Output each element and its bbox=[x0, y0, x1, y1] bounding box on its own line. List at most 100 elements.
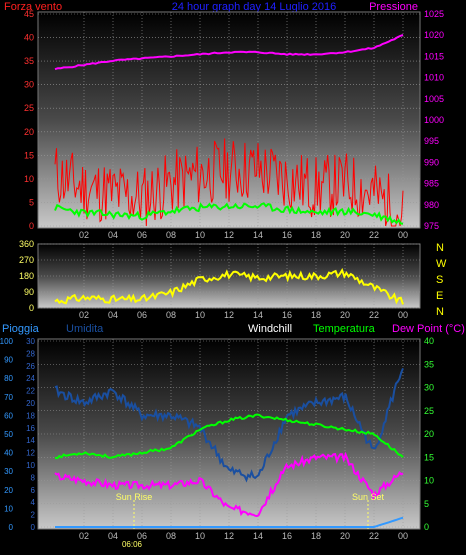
legend-windchill: Windchill bbox=[248, 323, 292, 335]
dewpoint-series bbox=[54, 451, 404, 518]
pressure-series bbox=[54, 33, 404, 71]
compass-label: N bbox=[436, 242, 444, 254]
wind-force-title: Forza vento bbox=[4, 1, 62, 13]
wind-axis-label: 35 bbox=[24, 56, 34, 66]
compass-label: S bbox=[436, 274, 443, 286]
hour-tick-label: 04 bbox=[108, 531, 118, 541]
hour-tick-label: 14 bbox=[253, 230, 263, 240]
wind-axis-label: 15 bbox=[24, 150, 34, 160]
direction-axis-label: 180 bbox=[19, 271, 34, 281]
hour-tick-label: 04 bbox=[108, 230, 118, 240]
wind-axis-label: 5 bbox=[29, 197, 34, 207]
hour-tick-label: 18 bbox=[311, 310, 321, 320]
rain-axis-label: 10 bbox=[4, 504, 13, 513]
compass-label: E bbox=[436, 290, 443, 302]
pressure-axis-label: 1025 bbox=[424, 9, 444, 19]
hour-tick-label: 12 bbox=[224, 531, 234, 541]
pressure-axis-label: 1000 bbox=[424, 115, 444, 125]
compass-label: N bbox=[436, 306, 444, 318]
hour-tick-label: 22 bbox=[369, 531, 379, 541]
hour-tick-label: 00 bbox=[398, 310, 408, 320]
wind-axis-label: 0 bbox=[29, 221, 34, 231]
hour-tick-label: 00 bbox=[398, 531, 408, 541]
humidity-axis-label: 22 bbox=[26, 387, 35, 396]
humidity-axis-label: 20 bbox=[26, 399, 35, 408]
wind-axis-label: 20 bbox=[24, 127, 34, 137]
rain-axis-label: 90 bbox=[4, 356, 13, 365]
humidity-axis-label: 24 bbox=[26, 374, 35, 383]
hour-tick-label: 10 bbox=[195, 230, 205, 240]
wind-axis-label: 45 bbox=[24, 9, 34, 19]
hour-tick-label: 00 bbox=[398, 230, 408, 240]
hour-tick-label: 02 bbox=[79, 230, 89, 240]
hour-tick-label: 18 bbox=[311, 531, 321, 541]
direction-axis-label: 0 bbox=[29, 303, 34, 313]
rain-axis-label: 70 bbox=[4, 393, 13, 402]
direction-axis-label: 270 bbox=[19, 255, 34, 265]
hour-tick-label: 14 bbox=[253, 531, 263, 541]
rain-axis-label: 20 bbox=[4, 486, 13, 495]
hour-tick-label: 10 bbox=[195, 531, 205, 541]
direction-axis-label: 90 bbox=[24, 287, 34, 297]
humidity-axis-label: 16 bbox=[26, 424, 35, 433]
rain-axis-label: 80 bbox=[4, 374, 13, 383]
pressure-axis-label: 990 bbox=[424, 157, 439, 167]
hour-tick-label: 20 bbox=[340, 230, 350, 240]
legend-dewpoint: Dew Point (°C) bbox=[392, 323, 465, 335]
temperature-axis-label: 20 bbox=[424, 429, 434, 439]
hour-tick-label: 06 bbox=[137, 531, 147, 541]
humidity-axis-label: 10 bbox=[26, 461, 35, 470]
temperature-axis-label: 10 bbox=[424, 476, 434, 486]
temperature-axis-label: 15 bbox=[424, 452, 434, 462]
hour-tick-label: 02 bbox=[79, 310, 89, 320]
hour-tick-label: 02 bbox=[79, 531, 89, 541]
humidity-axis-label: 6 bbox=[31, 486, 36, 495]
wind-axis-label: 10 bbox=[24, 174, 34, 184]
pressure-axis-label: 1005 bbox=[424, 94, 444, 104]
hour-tick-label: 06 bbox=[137, 310, 147, 320]
humidity-series bbox=[54, 368, 404, 483]
hour-tick-label: 08 bbox=[166, 310, 176, 320]
pressure-axis-label: 1015 bbox=[424, 51, 444, 61]
hour-tick-label: 20 bbox=[340, 531, 350, 541]
pressure-axis-label: 1010 bbox=[424, 73, 444, 83]
hour-tick-label: 22 bbox=[369, 310, 379, 320]
sunrise-time-label: 06:06 bbox=[122, 540, 143, 549]
legend-temperatura: Temperatura bbox=[313, 323, 376, 335]
humidity-axis-label: 0 bbox=[31, 523, 36, 532]
humidity-axis-label: 14 bbox=[26, 436, 35, 445]
rain-axis-label: 50 bbox=[4, 430, 13, 439]
rain-axis-label: 0 bbox=[9, 523, 14, 532]
humidity-axis-label: 4 bbox=[31, 498, 36, 507]
hour-tick-label: 22 bbox=[369, 230, 379, 240]
legend-pioggia: Pioggia bbox=[2, 323, 40, 335]
humidity-axis-label: 8 bbox=[31, 473, 36, 482]
temperature-axis-label: 40 bbox=[424, 336, 434, 346]
rain-axis-label: 100 bbox=[0, 337, 14, 346]
sunrise-label: Sun Rise bbox=[116, 492, 153, 502]
humidity-axis-label: 12 bbox=[26, 449, 35, 458]
pressure-axis-label: 980 bbox=[424, 200, 439, 210]
sunset-label: Sun Set bbox=[352, 492, 385, 502]
wind-axis-label: 40 bbox=[24, 33, 34, 43]
hour-tick-label: 14 bbox=[253, 310, 263, 320]
hour-tick-label: 12 bbox=[224, 310, 234, 320]
hour-tick-label: 10 bbox=[195, 310, 205, 320]
direction-axis-label: 360 bbox=[19, 239, 34, 249]
hour-tick-label: 04 bbox=[108, 310, 118, 320]
rain-axis-label: 60 bbox=[4, 411, 13, 420]
temperature-series bbox=[54, 413, 404, 460]
temperature-axis-label: 0 bbox=[424, 522, 429, 532]
wind-average-series bbox=[54, 202, 404, 225]
pressure-title: Pressione bbox=[369, 1, 418, 13]
temperature-axis-label: 35 bbox=[424, 359, 434, 369]
legend-umidita: Umidita bbox=[66, 323, 104, 335]
hour-tick-label: 12 bbox=[224, 230, 234, 240]
pressure-axis-label: 995 bbox=[424, 136, 439, 146]
hour-tick-label: 20 bbox=[340, 310, 350, 320]
hour-tick-label: 06 bbox=[137, 230, 147, 240]
humidity-axis-label: 18 bbox=[26, 411, 35, 420]
hour-tick-label: 16 bbox=[282, 310, 292, 320]
wind-direction-series bbox=[54, 267, 404, 305]
